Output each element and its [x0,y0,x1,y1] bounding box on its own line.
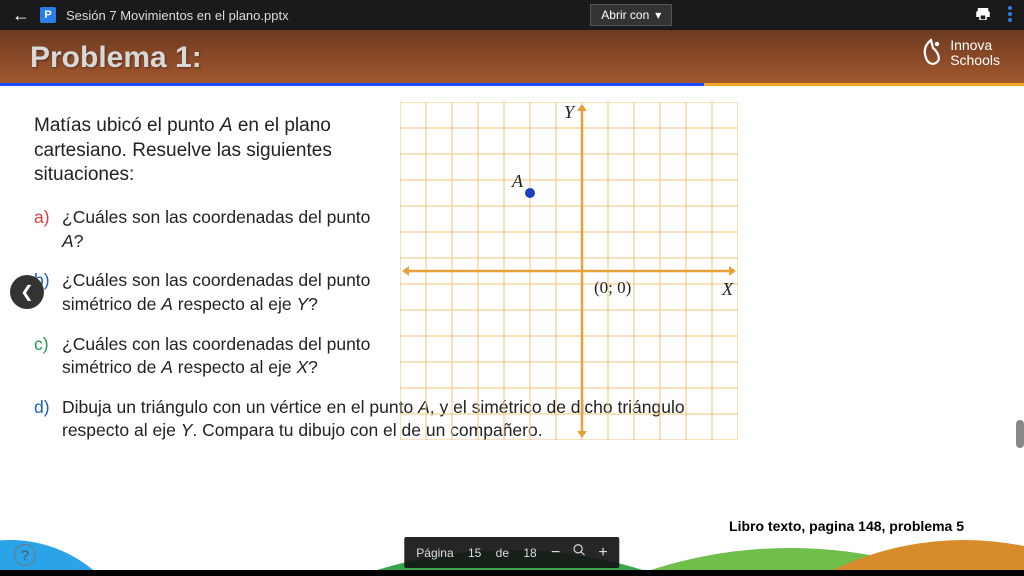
page-of: de [496,546,509,560]
zoom-icon[interactable] [572,543,586,562]
back-icon[interactable]: ← [12,5,30,26]
open-with-label: Abrir con [601,8,649,22]
zoom-out-button[interactable]: − [551,544,560,562]
page-current: 15 [466,546,484,560]
page-prefix: Página [416,546,453,560]
slide-title: Problema 1: [30,41,202,75]
file-type-icon: P [40,7,56,23]
question-b: b) ¿Cuáles son las coordenadas del punto… [34,269,394,316]
slide-header: Problema 1: InnovaSchools [0,30,1024,86]
page-controls: Página 15 de 18 − + [404,537,619,568]
problem-intro: Matías ubicó el punto A en el plano cart… [34,114,394,188]
zoom-in-button[interactable]: + [598,544,607,562]
scroll-indicator [1016,420,1024,448]
logo-text: InnovaSchools [950,38,1000,69]
more-icon[interactable] [1008,6,1012,25]
file-name: Sesión 7 Movimientos en el plano.pptx [66,8,289,23]
question-c: c) ¿Cuáles con las coordenadas del punto… [34,333,394,380]
chevron-down-icon: ▾ [655,8,661,22]
open-with-button[interactable]: Abrir con ▾ [590,4,672,26]
cartesian-plane: Y X (0; 0) A [400,102,738,440]
brand-logo: InnovaSchools [918,38,1000,69]
slide: Problema 1: InnovaSchools Matías ubicó e… [0,30,1024,570]
viewer-topbar: ← P Sesión 7 Movimientos en el plano.ppt… [0,0,1024,30]
logo-icon [918,38,944,68]
svg-text:Y: Y [564,102,576,122]
print-icon[interactable] [974,5,992,26]
prev-slide-button[interactable]: ❮ [10,275,44,309]
question-a: a) ¿Cuáles son las coordenadas del punto… [34,206,394,253]
svg-text:(0; 0): (0; 0) [594,278,631,297]
page-total: 18 [521,546,539,560]
svg-text:A: A [511,171,524,191]
svg-text:X: X [721,279,734,299]
help-icon[interactable]: ? [14,544,36,566]
